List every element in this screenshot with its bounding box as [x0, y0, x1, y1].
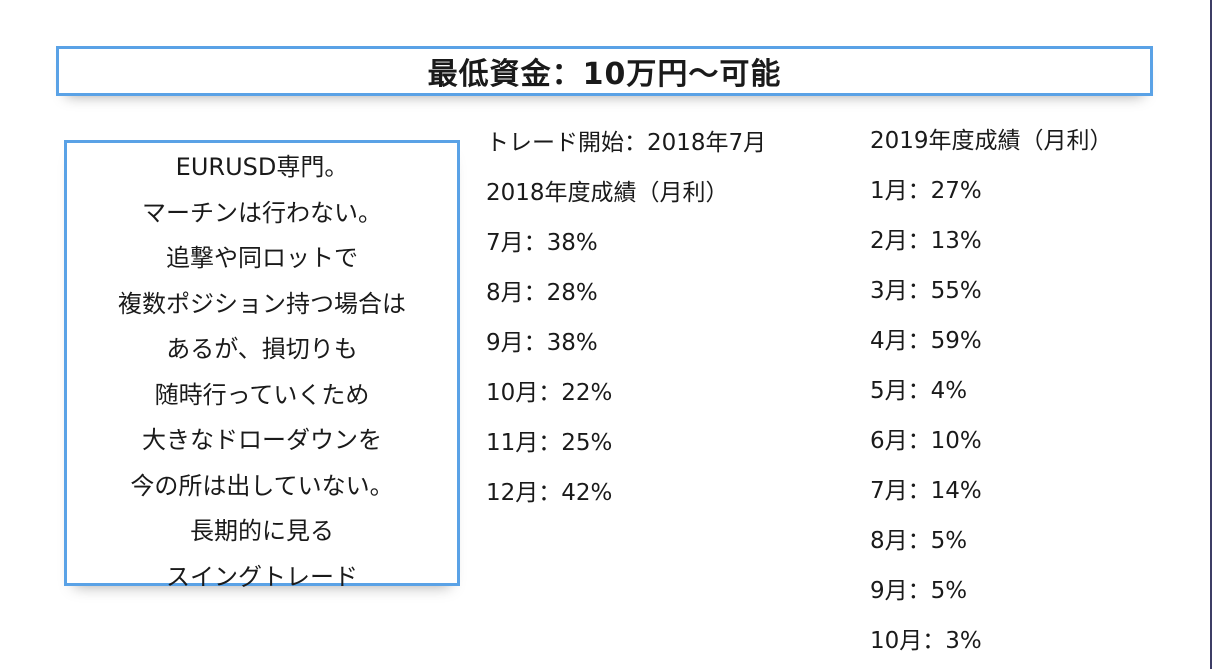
description-line: EURUSD専門。 [175, 153, 349, 181]
description-line: マーチンは行わない。 [142, 198, 382, 227]
description-line: あるが、損切りも [166, 335, 358, 363]
description-line: 複数ポジション持つ場合は [118, 289, 406, 318]
title-banner: 最低資金：10万円〜可能 [56, 46, 1153, 96]
description-line: 随時行っていくため [154, 380, 370, 409]
month-result: 2月：13% [870, 228, 982, 254]
results-2018-column: トレード開始：2018年7月 2018年度成績（月利） 7月：38% 8月：28… [486, 118, 766, 518]
month-result: 8月：28% [486, 280, 598, 306]
month-result: 10月：22% [486, 380, 613, 406]
month-result: 11月：25% [486, 430, 613, 456]
month-result: 5月：4% [870, 378, 968, 404]
description-line: スイングトレード [166, 562, 358, 591]
description-line: 今の所は出していない。 [130, 471, 394, 500]
page-title: 最低資金：10万円〜可能 [427, 57, 782, 92]
month-result: 8月：5% [870, 528, 968, 554]
right-edge-border [1210, 0, 1212, 669]
month-result: 6月：10% [870, 428, 982, 454]
month-result: 4月：59% [870, 328, 982, 354]
month-result: 7月：38% [486, 230, 598, 256]
month-result: 1月：27% [870, 178, 982, 204]
month-result: 9月：5% [870, 578, 968, 604]
description-line: 追撃や同ロットで [166, 244, 358, 272]
month-result: 3月：55% [870, 278, 982, 304]
results-2018-heading: 2018年度成績（月利） [486, 180, 729, 206]
month-result: 10月：3% [870, 628, 982, 654]
month-result: 12月：42% [486, 480, 613, 506]
trade-start-label: トレード開始：2018年7月 [486, 130, 767, 156]
results-2019-heading: 2019年度成績（月利） [870, 128, 1113, 154]
results-2019-column: 2019年度成績（月利） 1月：27% 2月：13% 3月：55% 4月：59%… [870, 116, 1113, 666]
month-result: 7月：14% [870, 478, 982, 504]
description-line: 大きなドローダウンを [142, 426, 382, 454]
description-line: 長期的に見る [190, 517, 334, 545]
month-result: 9月：38% [486, 330, 598, 356]
description-box: EURUSD専門。 マーチンは行わない。 追撃や同ロットで 複数ポジション持つ場… [64, 140, 460, 591]
